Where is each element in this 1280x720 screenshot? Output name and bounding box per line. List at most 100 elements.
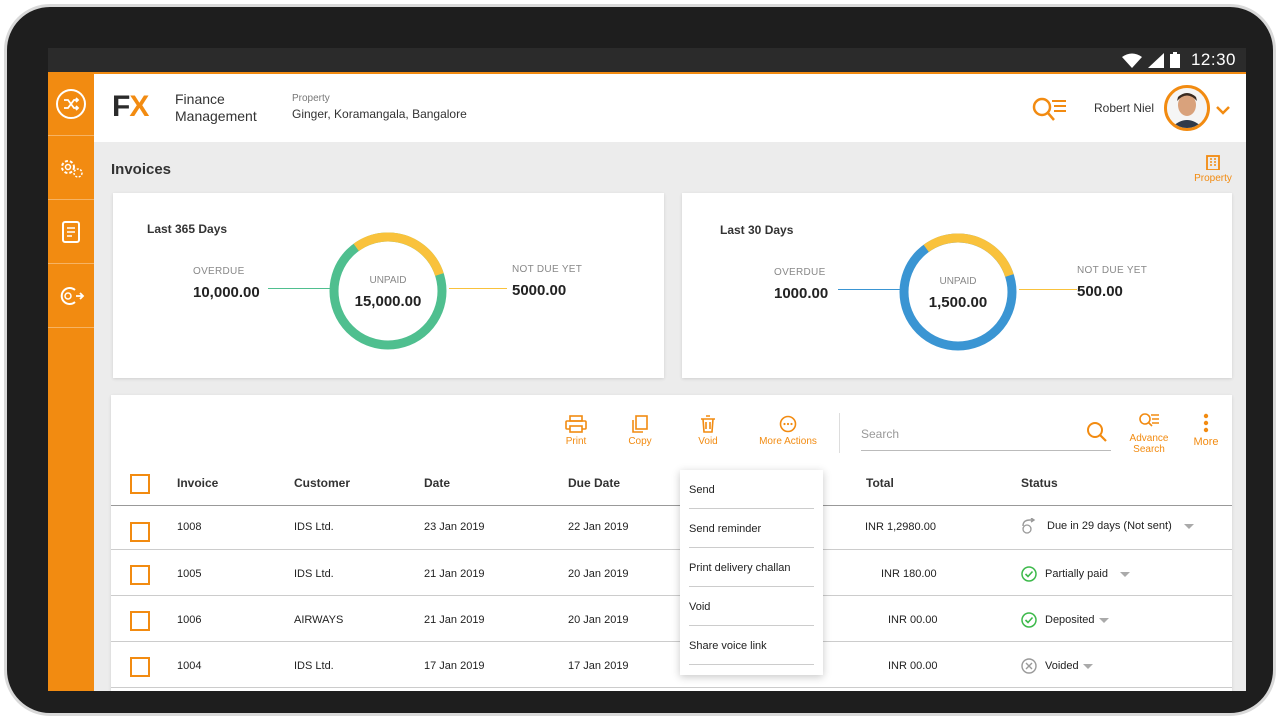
menu-item-share-voice-link[interactable]: Share voice link	[689, 626, 814, 665]
row-divider	[111, 549, 1232, 550]
header-date[interactable]: Date	[424, 476, 451, 490]
status-dropdown-caret[interactable]	[1098, 617, 1109, 623]
header-invoice[interactable]: Invoice	[177, 476, 219, 490]
status-text: Deposited	[1045, 614, 1095, 626]
user-menu-chevron[interactable]	[1216, 102, 1230, 120]
invoice-table-card: Print Copy Void More Actions	[111, 395, 1232, 691]
property-label: Property	[292, 93, 330, 104]
status-cell[interactable]: Voided	[1021, 658, 1093, 674]
unpaid-label: UNPAID	[369, 275, 407, 286]
header-customer[interactable]: Customer	[294, 476, 351, 490]
menu-item-send-reminder[interactable]: Send reminder	[689, 509, 814, 548]
unpaid-value: 15,000.00	[354, 293, 422, 310]
property-value[interactable]: Ginger, Koramangala, Bangalore	[292, 107, 467, 121]
sidebar-item-settings[interactable]	[48, 136, 94, 200]
battery-icon	[1170, 52, 1180, 68]
search-icon	[1087, 422, 1107, 442]
copy-icon	[632, 415, 648, 433]
menu-item-print-delivery-challan[interactable]: Print delivery challan	[689, 548, 814, 587]
status-text: Voided	[1045, 660, 1079, 672]
status-dropdown-caret[interactable]	[1183, 523, 1194, 529]
cell-invoice: 1006	[177, 614, 202, 626]
status-cell[interactable]: Due in 29 days (Not sent)	[1021, 518, 1194, 534]
cell-invoice: 1005	[177, 568, 202, 580]
search-input[interactable]	[861, 427, 1081, 441]
menu-item-void[interactable]: Void	[689, 587, 814, 626]
row-checkbox[interactable]	[130, 522, 150, 542]
more-actions-label: More Actions	[759, 436, 817, 447]
search-list-icon	[1139, 413, 1159, 427]
header-status[interactable]: Status	[1021, 476, 1058, 490]
property-button-label: Property	[1194, 173, 1232, 184]
cell-due-date: 20 Jan 2019	[568, 614, 629, 626]
gears-icon	[61, 159, 83, 178]
donut-chart	[899, 233, 1017, 351]
sync-settings-icon	[60, 286, 85, 305]
unpaid-value: 1,500.00	[928, 294, 988, 311]
clock: 12:30	[1190, 50, 1236, 69]
status-dropdown-caret[interactable]	[1082, 663, 1093, 669]
send-icon	[1022, 518, 1036, 534]
menu-item-send[interactable]: Send	[689, 470, 814, 509]
copy-button[interactable]: Copy	[615, 415, 665, 447]
print-button[interactable]: Print	[551, 415, 601, 447]
header-accent-line	[48, 72, 1246, 74]
cell-date: 23 Jan 2019	[424, 521, 485, 533]
more-button[interactable]: More	[1186, 413, 1226, 448]
x-circle-icon	[1021, 658, 1037, 674]
cell-due-date: 20 Jan 2019	[568, 568, 629, 580]
row-checkbox[interactable]	[130, 611, 150, 631]
status-dropdown-caret[interactable]	[1119, 571, 1130, 577]
user-name: Robert Niel	[1094, 101, 1155, 115]
avatar[interactable]	[1164, 85, 1210, 131]
sidebar-item-sync[interactable]	[48, 264, 94, 328]
property-button[interactable]: Property	[1188, 154, 1238, 184]
search-field	[861, 425, 1111, 451]
copy-label: Copy	[628, 436, 652, 447]
status-bar: 12:30	[48, 48, 1246, 72]
card-title: Last 30 Days	[720, 223, 794, 237]
cell-invoice: 1008	[177, 521, 202, 533]
app-name-line1: Finance	[175, 91, 225, 107]
status-cell[interactable]: Partially paid	[1021, 566, 1130, 582]
select-all-checkbox[interactable]	[130, 474, 150, 494]
overdue-connector	[268, 288, 330, 289]
sidebar-item-documents[interactable]	[48, 200, 94, 264]
trash-icon	[701, 415, 715, 433]
filter-search-button[interactable]	[1032, 96, 1068, 129]
advance-search-label-1: Advance	[1129, 433, 1169, 444]
user-photo	[1167, 88, 1207, 128]
more-actions-button[interactable]: More Actions	[753, 415, 823, 447]
cell-total: INR 00.00	[888, 660, 938, 672]
header-divider	[111, 505, 1232, 506]
printer-icon	[565, 415, 587, 433]
fx-logo: FX	[112, 90, 149, 123]
signal-icon	[1148, 52, 1164, 68]
row-checkbox[interactable]	[130, 657, 150, 677]
sidebar-item-shuffle[interactable]	[48, 72, 94, 136]
summary-card-30: Last 30 Days OVERDUE 1000.00 UNPAID 1,50…	[682, 193, 1232, 378]
wifi-icon	[1122, 53, 1142, 68]
void-button[interactable]: Void	[683, 415, 733, 447]
not-due-label: NOT DUE YET	[1077, 265, 1148, 276]
header-due-date[interactable]: Due Date	[568, 476, 621, 490]
header-total[interactable]: Total	[866, 476, 894, 490]
row-checkbox[interactable]	[130, 565, 150, 585]
cell-due-date: 22 Jan 2019	[568, 521, 629, 533]
menu-pointer	[796, 456, 814, 470]
overdue-value: 10,000.00	[193, 284, 260, 301]
search-button[interactable]	[1086, 421, 1108, 448]
search-list-icon	[1032, 97, 1066, 121]
cell-date: 21 Jan 2019	[424, 568, 485, 580]
status-cell[interactable]: Deposited	[1021, 612, 1109, 628]
overdue-value: 1000.00	[774, 285, 829, 302]
top-bar: FX Finance Management Property Ginger, K…	[94, 74, 1246, 142]
shuffle-icon	[56, 88, 86, 119]
cell-due-date: 17 Jan 2019	[568, 660, 629, 672]
cell-total: INR 180.00	[881, 568, 937, 580]
screen: 12:30 FX Finance Management P	[48, 48, 1246, 691]
app-name-line2: Management	[175, 108, 257, 124]
advance-search-button[interactable]: Advance Search	[1127, 412, 1171, 455]
overdue-connector	[838, 289, 900, 290]
cell-total: INR 1,2980.00	[865, 521, 936, 533]
